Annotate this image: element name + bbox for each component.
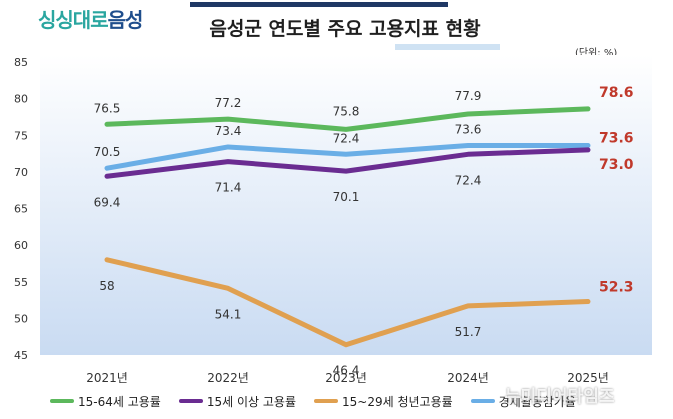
x-tick-label: 2024년 [447,371,489,385]
series-employment-15-64-data-label: 77.9 [455,89,482,103]
series-youth-employment-data-label: 51.7 [455,325,482,339]
watermark: 뉴미디어타임즈 [505,387,615,407]
y-tick-label: 45 [14,349,28,362]
legend-swatch [470,399,495,403]
y-tick-label: 80 [14,93,28,106]
series-youth-employment-data-label: 58 [99,279,114,293]
x-tick-label: 2025년 [567,371,609,385]
y-tick-label: 75 [14,129,28,142]
series-youth-employment-data-label: 54.1 [215,307,242,321]
series-participation-data-label: 72.4 [333,131,360,145]
legend-label: 경제활동참가율 [498,394,576,409]
series-layer [104,106,591,348]
series-participation-line [104,143,591,171]
x-tick-label: 2023년 [325,371,367,385]
y-tick-label: 60 [14,239,28,252]
series-employment-15-64-line [104,106,591,132]
series-youth-employment-data-label: 52.3 [599,280,634,296]
title-underline [395,44,500,50]
legend-item-youth-employment: 15~29세 청년고용률 [314,393,453,410]
unit-label: (단위: %) [575,48,618,59]
series-participation-data-label: 73.6 [599,131,634,147]
legend-swatch [50,399,74,403]
legend-label: 15-64세 고용률 [78,394,161,409]
x-tick-label: 2021년 [86,371,128,385]
y-tick-label: 85 [14,56,28,69]
legend-label: 15세 이상 고용률 [206,394,296,409]
y-tick-label: 55 [14,276,28,289]
legend-swatch [178,399,203,403]
logo-part2: 음성 [107,8,144,32]
x-tick-label: 2022년 [207,371,249,385]
y-axis: 45 50 55 60 65 70 75 80 85 [14,56,28,362]
series-participation-data-label: 73.4 [215,124,242,138]
series-employment-15-plus-data-label: 73.0 [599,157,634,173]
legend: 15-64세 고용률 15세 이상 고용률 15~29세 청년고용률 경제활동참… [50,391,670,411]
legend-label: 15~29세 청년고용률 [342,394,453,409]
series-youth-employment-data-label: 46.4 [333,364,360,378]
series-employment-15-64-data-label: 78.6 [599,85,634,101]
series-employment-15-plus-data-label: 69.4 [94,195,121,209]
series-employment-15-plus-data-label: 70.1 [333,190,360,204]
data-labels-layer: 76.5 77.2 75.8 77.9 78.6 70.5 73.4 72.4 73.6 73.6… [94,85,634,378]
x-axis: 2021년 2022년 2023년 2024년 2025년 [86,371,609,385]
legend-item-employment-15-64: 15-64세 고용률 [50,393,161,410]
plot-background [40,55,652,355]
legend-swatch [314,399,338,403]
series-participation-data-label: 70.5 [94,145,121,159]
y-tick-label: 65 [14,203,28,216]
series-employment-15-64-data-label: 76.5 [94,101,121,115]
legend-item-employment-15-plus: 15세 이상 고용률 [178,393,296,410]
logo-part1: 싱싱대로 [38,8,109,32]
series-participation-data-label: 73.6 [455,123,482,137]
series-employment-15-plus-data-label: 72.4 [455,173,482,187]
legend-item-participation: 경제활동참가율 [470,393,576,410]
series-employment-15-plus-data-label: 71.4 [215,181,242,195]
y-tick-label: 70 [14,166,28,179]
brand-logo: 싱싱대로음성 [38,4,144,33]
series-employment-15-64-data-label: 75.8 [333,104,360,118]
series-employment-15-plus-line [104,147,591,179]
series-employment-15-64-data-label: 77.2 [215,96,242,110]
series-youth-employment-line [104,257,591,348]
y-tick-label: 50 [14,312,28,325]
chart-title: 음성군 연도별 주요 고용지표 현황 [209,18,481,40]
title-accent-bar [190,2,448,7]
